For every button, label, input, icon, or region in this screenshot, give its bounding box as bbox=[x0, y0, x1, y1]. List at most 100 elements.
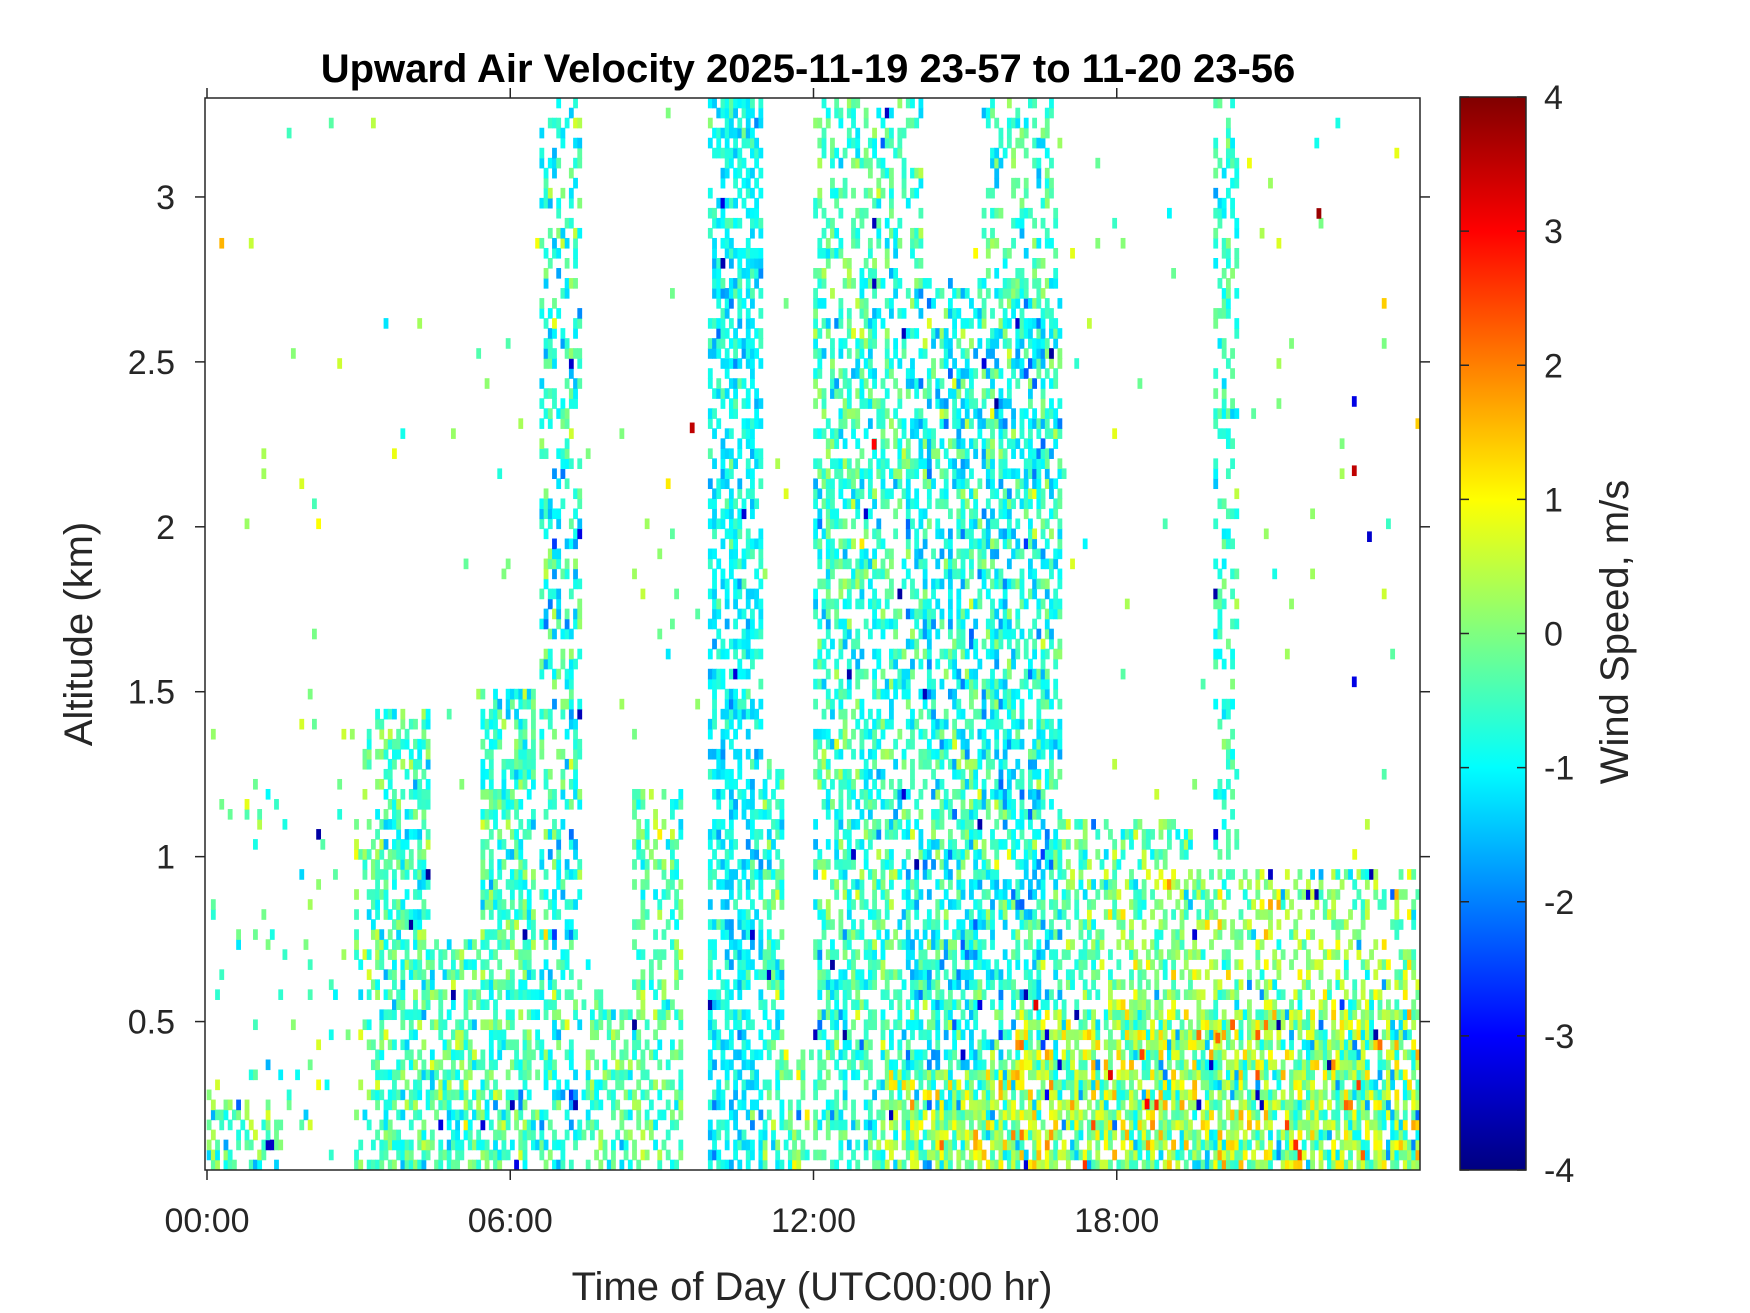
heatmap-cell bbox=[446, 1109, 452, 1121]
heatmap-cell bbox=[552, 909, 557, 920]
heatmap-cell bbox=[577, 498, 583, 510]
heatmap-cell bbox=[745, 778, 751, 790]
heatmap-cell bbox=[918, 708, 924, 720]
heatmap-cell bbox=[421, 1129, 427, 1141]
heatmap-cell bbox=[408, 788, 414, 800]
heatmap-cell bbox=[522, 1069, 528, 1081]
heatmap-cell bbox=[636, 819, 642, 830]
heatmap-cell bbox=[914, 989, 920, 1000]
heatmap-cell bbox=[813, 738, 819, 750]
heatmap-cell bbox=[817, 768, 823, 780]
heatmap-cell bbox=[733, 588, 738, 600]
heatmap-cell bbox=[880, 879, 886, 890]
heatmap-cell bbox=[910, 778, 915, 790]
heatmap-cell bbox=[851, 919, 856, 930]
heatmap-cell bbox=[568, 1089, 574, 1101]
heatmap-cell bbox=[990, 758, 995, 770]
heatmap-cell bbox=[931, 1079, 936, 1091]
heatmap-cell bbox=[884, 748, 890, 760]
heatmap-cell bbox=[707, 1029, 713, 1041]
heatmap-cell bbox=[825, 488, 831, 500]
heatmap-cell bbox=[771, 999, 776, 1010]
heatmap-cell bbox=[863, 508, 869, 520]
heatmap-cell bbox=[905, 638, 911, 650]
heatmap-cell bbox=[846, 1159, 852, 1171]
heatmap-cell bbox=[897, 147, 903, 159]
heatmap-cell bbox=[577, 348, 583, 359]
heatmap-cell bbox=[813, 498, 819, 510]
heatmap-cell bbox=[998, 758, 1004, 770]
heatmap-cell bbox=[905, 97, 911, 109]
heatmap-cell bbox=[830, 949, 835, 960]
heatmap-cell bbox=[724, 528, 730, 540]
heatmap-cell bbox=[771, 869, 776, 880]
heatmap-cell bbox=[872, 338, 877, 349]
heatmap-cell bbox=[935, 979, 941, 990]
heatmap-cell bbox=[707, 1069, 713, 1081]
heatmap-cell bbox=[728, 568, 734, 580]
heatmap-cell bbox=[598, 1009, 604, 1021]
heatmap-cell bbox=[905, 1149, 911, 1161]
heatmap-cell bbox=[493, 1159, 498, 1171]
heatmap-cell bbox=[568, 839, 574, 850]
heatmap-cell bbox=[568, 538, 574, 550]
heatmap-cell bbox=[488, 799, 494, 810]
heatmap-cell bbox=[602, 1009, 608, 1021]
heatmap-cell bbox=[969, 668, 974, 680]
heatmap-cell bbox=[872, 137, 877, 149]
heatmap-cell bbox=[952, 949, 957, 960]
heatmap-cell bbox=[931, 788, 936, 800]
heatmap-cell bbox=[931, 1139, 936, 1151]
heatmap-cell bbox=[880, 558, 886, 570]
heatmap-cell bbox=[480, 1079, 486, 1091]
heatmap-cell bbox=[539, 518, 545, 530]
heatmap-cell bbox=[417, 758, 423, 770]
heatmap-cell bbox=[488, 869, 494, 880]
heatmap-cell bbox=[817, 328, 823, 339]
heatmap-cell bbox=[223, 1099, 229, 1111]
heatmap-cell bbox=[901, 758, 907, 770]
heatmap-cell bbox=[914, 1059, 920, 1071]
heatmap-cell bbox=[817, 368, 823, 379]
heatmap-cell bbox=[493, 889, 498, 900]
heatmap-cell bbox=[712, 949, 717, 960]
heatmap-cell bbox=[640, 879, 646, 890]
heatmap-cell bbox=[867, 979, 873, 990]
heatmap-cell bbox=[716, 919, 722, 930]
heatmap-cell bbox=[421, 899, 427, 910]
heatmap-cell bbox=[695, 698, 701, 710]
heatmap-cell bbox=[328, 1029, 334, 1041]
heatmap-cell bbox=[889, 1149, 894, 1161]
heatmap-cell bbox=[670, 1109, 675, 1121]
heatmap-cell bbox=[707, 548, 713, 560]
heatmap-cell bbox=[985, 268, 991, 279]
heatmap-cell bbox=[830, 147, 835, 159]
heatmap-cell bbox=[918, 258, 924, 269]
heatmap-cell bbox=[943, 949, 949, 960]
heatmap-cell bbox=[707, 97, 713, 109]
heatmap-cell bbox=[556, 1079, 562, 1091]
heatmap-cell bbox=[724, 1119, 730, 1131]
heatmap-cell bbox=[526, 1059, 532, 1071]
heatmap-cell bbox=[627, 1059, 633, 1071]
heatmap-cell bbox=[787, 1069, 793, 1081]
heatmap-cell bbox=[644, 1109, 650, 1121]
heatmap-cell bbox=[926, 668, 932, 680]
heatmap-cell bbox=[497, 829, 503, 840]
heatmap-cell bbox=[505, 1099, 511, 1111]
heatmap-cell bbox=[964, 959, 970, 970]
heatmap-cell bbox=[754, 1099, 760, 1111]
heatmap-cell bbox=[939, 398, 945, 409]
heatmap-cell bbox=[889, 678, 894, 690]
heatmap-cell bbox=[543, 618, 549, 630]
heatmap-cell bbox=[421, 738, 427, 750]
heatmap-cell bbox=[568, 919, 574, 930]
heatmap-cell bbox=[863, 528, 869, 540]
heatmap-cell bbox=[931, 839, 936, 850]
heatmap-cell bbox=[817, 1019, 823, 1031]
heatmap-cell bbox=[733, 618, 738, 630]
heatmap-cell bbox=[918, 348, 924, 359]
heatmap-cell bbox=[518, 418, 524, 429]
heatmap-cell bbox=[926, 1129, 932, 1141]
heatmap-cell bbox=[282, 819, 288, 830]
